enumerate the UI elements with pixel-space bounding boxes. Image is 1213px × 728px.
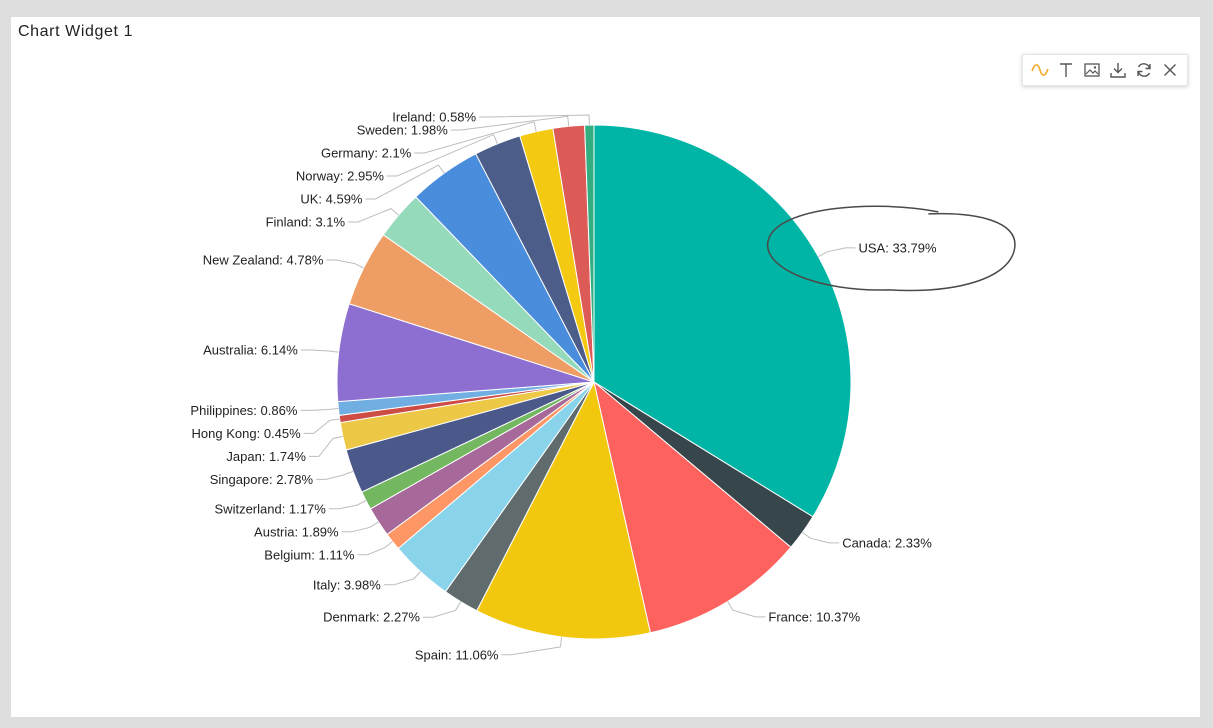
leader-line [328,500,367,510]
data-label-australia: Australia: 6.14% [203,343,298,358]
data-label-uk: UK: 4.59% [300,192,363,207]
download-button[interactable] [1107,59,1129,81]
leader-line [300,408,339,411]
leader-line [326,259,364,269]
data-label-sweden: Sweden: 1.98% [357,123,449,138]
hand-drawn-annotation [766,205,1016,292]
data-label-philippines: Philippines: 0.86% [190,403,297,418]
refresh-icon [1137,63,1151,77]
data-label-hong-kong: Hong Kong: 0.45% [192,426,302,441]
data-label-spain: Spain: 11.06% [415,647,499,662]
leader-line [818,247,856,258]
chart-toolbar [1022,54,1188,86]
data-label-new-zealand: New Zealand: 4.78% [203,253,324,268]
leader-line [501,636,563,656]
leader-line [479,114,590,126]
data-label-switzerland: Switzerland: 1.17% [215,501,327,516]
pie-slice-spain[interactable] [476,380,651,640]
data-label-norway: Norway: 2.95% [296,169,385,184]
leader-line [300,349,339,353]
widget-title: Chart Widget 1 [18,23,134,40]
data-label-austria: Austria: 1.89% [254,524,339,539]
leader-line [423,601,462,618]
pie-slice-ireland[interactable] [584,124,595,383]
leader-line [357,541,393,556]
close-button[interactable] [1159,59,1181,81]
text-icon [1060,63,1072,77]
leader-line [348,208,399,223]
leader-line [365,164,445,200]
data-label-belgium: Belgium: 1.11% [264,547,355,562]
pie-chart: USA: 33.79% Canada: 2.33% France: 10.37% Sp… [190,110,1016,662]
leader-line [383,571,421,586]
leader-line [387,133,498,177]
data-label-italy: Italy: 3.98% [313,577,381,592]
data-label-japan: Japan: 1.74% [226,449,306,464]
data-label-canada: Canada: 2.33% [842,535,932,550]
data-label-france: France: 10.37% [768,609,860,624]
chart-widget: Chart Widget 1 USA: 33.79% Canada: 2.33% F… [11,17,1200,717]
text-button[interactable] [1055,59,1077,81]
pie-slice-usa[interactable] [593,124,852,518]
data-label-singapore: Singapore: 2.78% [210,472,314,487]
leader-line [414,121,537,154]
refresh-button[interactable] [1133,59,1155,81]
download-icon [1110,63,1126,78]
leader-line [802,531,840,544]
pie-slice-france[interactable] [593,380,792,634]
line-chart-icon [1031,64,1049,76]
leader-line [308,435,343,457]
data-label-ireland: Ireland: 0.58% [392,110,476,125]
image-button[interactable] [1081,59,1103,81]
data-label-germany: Germany: 2.1% [321,146,412,161]
data-label-finland: Finland: 3.1% [266,215,346,230]
leader-line [341,521,379,533]
data-label-denmark: Denmark: 2.27% [323,610,420,625]
data-label-usa: USA: 33.79% [859,240,937,255]
leader-line [727,601,766,618]
leader-line [303,418,340,434]
image-icon [1084,63,1100,77]
line-chart-button[interactable] [1029,59,1051,81]
close-icon [1164,64,1176,76]
leader-line [450,115,570,131]
leader-line [316,470,354,480]
